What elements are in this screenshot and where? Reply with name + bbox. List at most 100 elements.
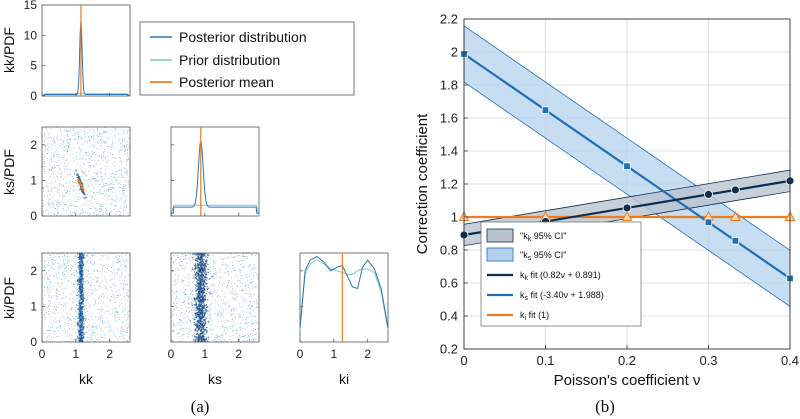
scatter-point bbox=[46, 131, 48, 133]
scatter-point bbox=[78, 337, 81, 340]
scatter-point bbox=[176, 255, 178, 257]
scatter-point bbox=[187, 336, 189, 338]
scatter-point bbox=[82, 326, 85, 328]
scatter-point bbox=[63, 142, 65, 143]
scatter-point bbox=[75, 181, 77, 183]
legend-prior-label: Prior distribution bbox=[179, 52, 280, 68]
scatter-point bbox=[253, 315, 255, 317]
scatter-point bbox=[93, 323, 95, 325]
scatter-point bbox=[202, 264, 204, 266]
scatter-point bbox=[92, 334, 94, 336]
scatter-point bbox=[198, 341, 200, 343]
scatter-point bbox=[196, 277, 198, 280]
scatter-point bbox=[42, 302, 44, 304]
scatter-point bbox=[180, 265, 182, 267]
scatter-point bbox=[121, 143, 123, 145]
scatter-point bbox=[107, 189, 109, 191]
scatter-point bbox=[194, 267, 196, 269]
scatter-point bbox=[75, 156, 77, 157]
scatter-point bbox=[203, 303, 205, 306]
scatter-point bbox=[254, 338, 255, 339]
scatter-point bbox=[58, 265, 60, 267]
scatter-point bbox=[173, 329, 175, 331]
scatter-point bbox=[125, 149, 127, 151]
scatter-point bbox=[75, 138, 77, 140]
scatter-point bbox=[120, 198, 122, 200]
scatter-point bbox=[173, 255, 174, 257]
scatter-point bbox=[253, 301, 255, 303]
scatter-point bbox=[196, 305, 198, 307]
scatter-point bbox=[82, 303, 85, 305]
scatter-point bbox=[211, 324, 213, 326]
scatter-point bbox=[118, 289, 120, 291]
scatter-point bbox=[206, 287, 207, 289]
scatter-point bbox=[59, 285, 61, 286]
scatter-point bbox=[129, 200, 131, 202]
scatter-point bbox=[208, 315, 210, 317]
scatter-point bbox=[59, 131, 61, 133]
scatter-point bbox=[206, 340, 208, 342]
scatter-point bbox=[241, 255, 243, 257]
scatter-point bbox=[68, 256, 70, 258]
scatter-point bbox=[47, 202, 49, 204]
scatter-point bbox=[235, 299, 237, 300]
scatter-point bbox=[126, 253, 128, 255]
scatter-point bbox=[99, 317, 101, 319]
scatter-point bbox=[200, 256, 203, 258]
scatter-point bbox=[106, 305, 108, 307]
scatter-point bbox=[224, 319, 226, 321]
scatter-point bbox=[185, 255, 187, 257]
scatter-point bbox=[76, 206, 78, 207]
scatter-point bbox=[78, 277, 80, 280]
scatter-point bbox=[61, 177, 63, 179]
scatter-point bbox=[58, 312, 59, 314]
scatter-point bbox=[227, 265, 229, 267]
scatter-point bbox=[89, 338, 91, 340]
scatter-point bbox=[191, 268, 193, 270]
scatter-point bbox=[205, 269, 207, 271]
scatter-point bbox=[252, 286, 253, 288]
scatter-point bbox=[233, 294, 235, 296]
ki-marker bbox=[621, 210, 633, 221]
scatter-point bbox=[115, 256, 117, 258]
scatter-point bbox=[213, 273, 215, 274]
scatter-point bbox=[110, 271, 112, 273]
scatter-point bbox=[56, 214, 58, 216]
scatter-point bbox=[52, 171, 54, 173]
scatter-point bbox=[234, 255, 236, 257]
scatter-point bbox=[67, 149, 68, 151]
scatter-point bbox=[46, 312, 48, 313]
scatter-point bbox=[124, 172, 126, 173]
scatter-point bbox=[122, 337, 124, 339]
scatter-point bbox=[41, 317, 43, 319]
kk-marker bbox=[730, 185, 740, 195]
scatter-point bbox=[109, 280, 111, 282]
scatter-point bbox=[251, 281, 253, 283]
scatter-point bbox=[210, 328, 212, 330]
scatter-point bbox=[185, 316, 187, 318]
scatter-point bbox=[82, 328, 85, 330]
scatter-point bbox=[63, 171, 65, 173]
scatter-point bbox=[99, 188, 101, 190]
scatter-point bbox=[49, 275, 51, 277]
scatter-point bbox=[61, 305, 63, 306]
scatter-point bbox=[215, 300, 217, 301]
scatter-point bbox=[58, 304, 60, 306]
scatter-point bbox=[120, 336, 122, 338]
scatter-point bbox=[62, 292, 64, 294]
scatter-point bbox=[179, 264, 181, 266]
scatter-point bbox=[184, 291, 185, 293]
scatter-point bbox=[63, 150, 65, 152]
scatter-point bbox=[219, 315, 221, 317]
scatter-point bbox=[110, 183, 112, 184]
scatter-point bbox=[47, 201, 49, 203]
scatter-point bbox=[58, 335, 60, 337]
scatter-point bbox=[56, 202, 58, 204]
scatter-point bbox=[125, 259, 127, 261]
scatter-point bbox=[202, 274, 205, 277]
scatter-point bbox=[115, 336, 117, 338]
scatter-point bbox=[230, 309, 232, 311]
scatter-point bbox=[91, 202, 93, 204]
scatter-point bbox=[44, 260, 46, 262]
scatter-point bbox=[87, 255, 89, 256]
